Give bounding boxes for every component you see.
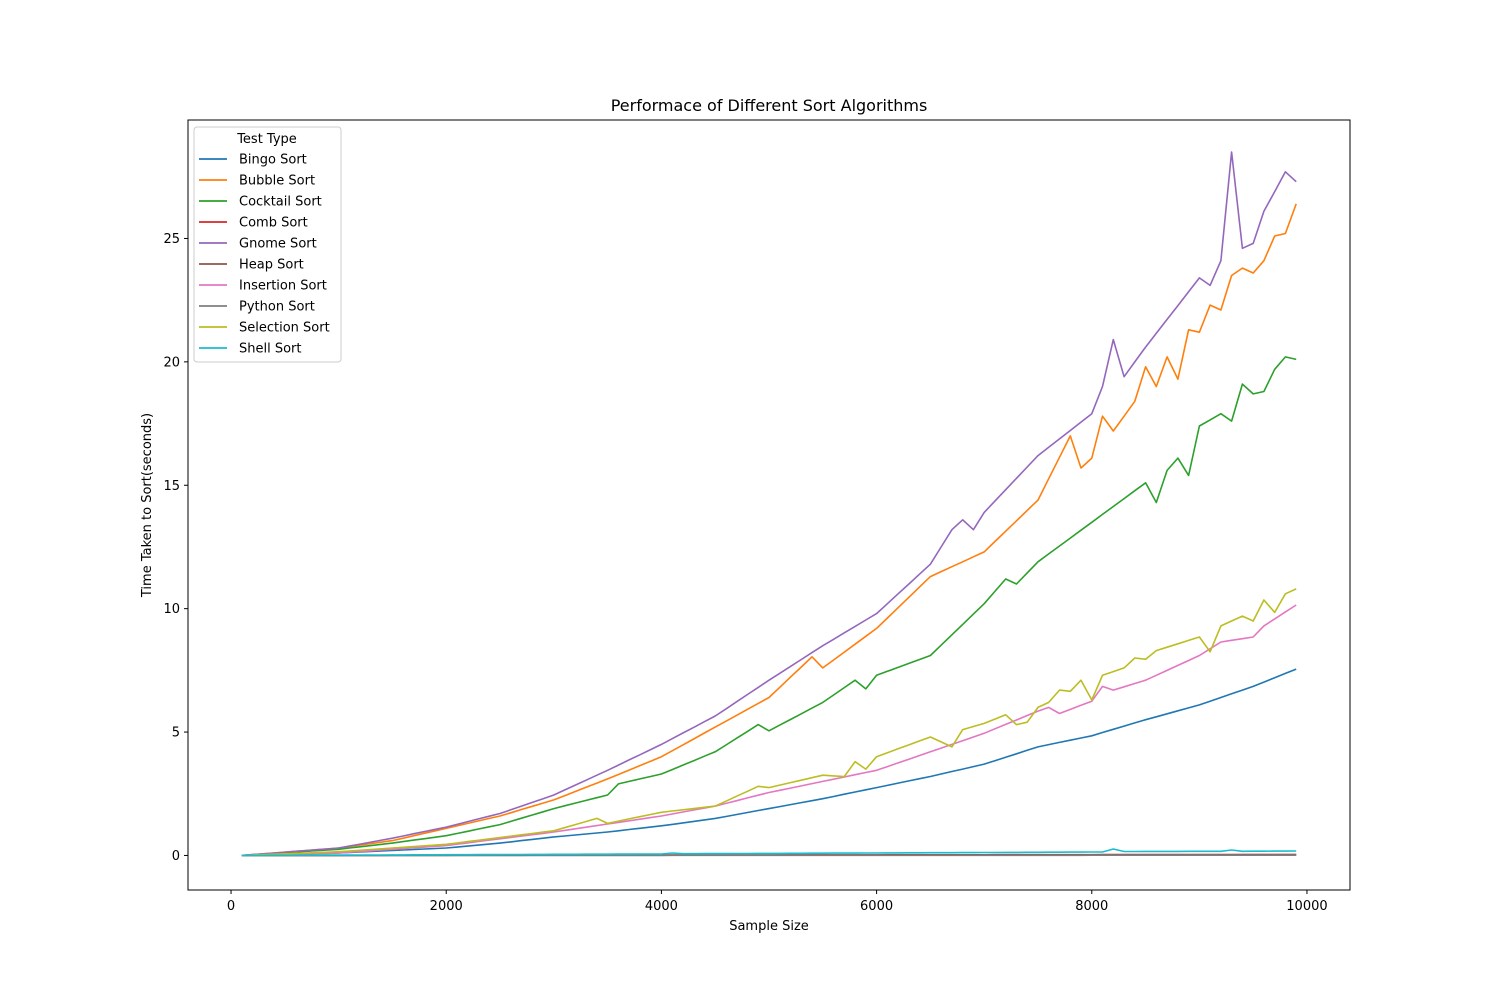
- y-tick-label: 25: [163, 232, 180, 247]
- legend-label: Bingo Sort: [239, 153, 307, 168]
- legend-label: Cocktail Sort: [239, 195, 322, 210]
- chart-title: Performace of Different Sort Algorithms: [611, 96, 928, 115]
- y-axis-label: Time Taken to Sort(seconds): [140, 413, 155, 598]
- x-tick-label: 8000: [1075, 899, 1108, 914]
- legend-label: Shell Sort: [239, 342, 302, 357]
- x-tick-label: 0: [227, 899, 235, 914]
- legend-label: Comb Sort: [239, 216, 308, 231]
- y-tick-label: 15: [163, 479, 180, 494]
- y-tick-label: 10: [163, 602, 180, 617]
- x-axis-label: Sample Size: [729, 919, 809, 934]
- x-tick-label: 6000: [860, 899, 893, 914]
- legend-label: Heap Sort: [239, 258, 304, 273]
- legend-label: Insertion Sort: [239, 279, 327, 294]
- x-tick-label: 4000: [645, 899, 678, 914]
- y-tick-label: 5: [172, 726, 180, 741]
- y-tick-label: 20: [163, 355, 180, 370]
- legend-label: Python Sort: [239, 300, 315, 315]
- legend-label: Bubble Sort: [239, 174, 315, 189]
- x-tick-label: 10000: [1286, 899, 1327, 914]
- legend-label: Gnome Sort: [239, 237, 317, 252]
- legend-label: Selection Sort: [239, 321, 330, 336]
- legend: Test Type Bingo Sort Bubble Sort Cocktail …: [194, 127, 341, 362]
- y-tick-label: 0: [172, 849, 180, 864]
- x-tick-label: 2000: [430, 899, 463, 914]
- legend-title: Test Type: [236, 132, 297, 147]
